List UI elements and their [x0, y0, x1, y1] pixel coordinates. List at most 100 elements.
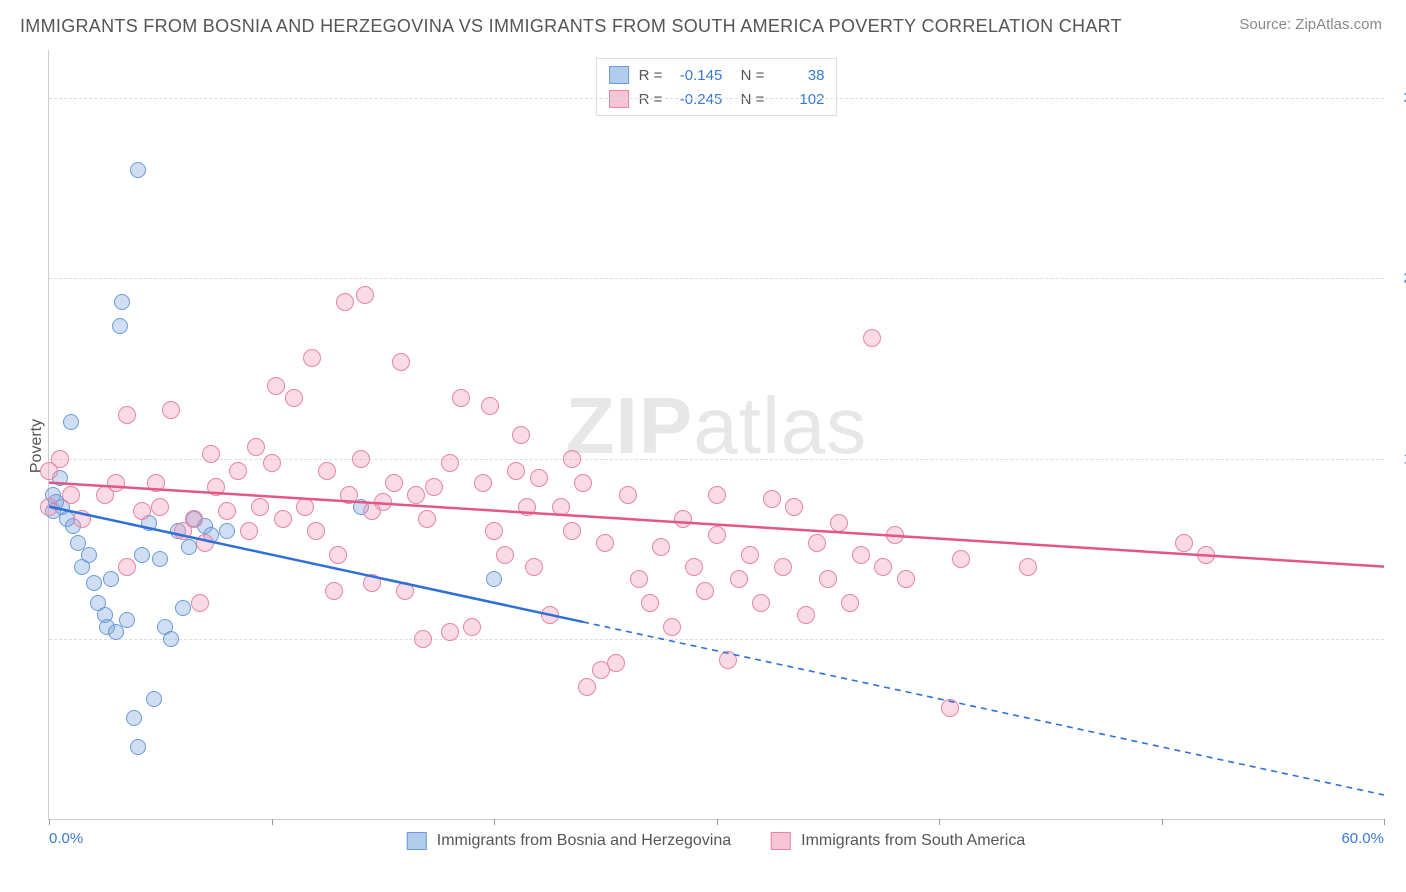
scatter-point-south_america [162, 401, 180, 419]
scatter-point-south_america [819, 570, 837, 588]
scatter-point-south_america [941, 699, 959, 717]
scatter-point-south_america [363, 574, 381, 592]
scatter-point-south_america [263, 454, 281, 472]
scatter-point-south_america [1197, 546, 1215, 564]
scatter-point-south_america [229, 462, 247, 480]
scatter-point-south_america [73, 510, 91, 528]
x-tick-label: 0.0% [49, 830, 83, 847]
scatter-point-south_america [202, 445, 220, 463]
legend-item-bosnia: Immigrants from Bosnia and Herzegovina [407, 832, 731, 850]
gridline [49, 278, 1384, 279]
scatter-point-south_america [396, 582, 414, 600]
scatter-point-south_america [251, 498, 269, 516]
scatter-point-south_america [874, 558, 892, 576]
legend-label-bosnia: Immigrants from Bosnia and Herzegovina [437, 832, 731, 850]
scatter-point-south_america [51, 450, 69, 468]
scatter-point-south_america [563, 522, 581, 540]
scatter-point-south_america [62, 486, 80, 504]
scatter-point-south_america [336, 293, 354, 311]
scatter-point-south_america [463, 618, 481, 636]
scatter-point-south_america [418, 510, 436, 528]
scatter-point-south_america [830, 514, 848, 532]
scatter-point-bosnia [103, 571, 119, 587]
scatter-point-south_america [685, 558, 703, 576]
scatter-point-south_america [356, 286, 374, 304]
scatter-point-south_america [774, 558, 792, 576]
scatter-point-south_america [452, 389, 470, 407]
scatter-point-south_america [274, 510, 292, 528]
scatter-point-south_america [307, 522, 325, 540]
scatter-point-south_america [196, 534, 214, 552]
scatter-point-south_america [1175, 534, 1193, 552]
scatter-point-bosnia [152, 551, 168, 567]
scatter-point-bosnia [130, 162, 146, 178]
source-value: ZipAtlas.com [1295, 16, 1382, 33]
scatter-point-south_america [267, 377, 285, 395]
scatter-point-south_america [518, 498, 536, 516]
scatter-point-south_america [507, 462, 525, 480]
correlation-legend: R = -0.145 N = 38 R = -0.245 N = 102 [596, 58, 838, 116]
scatter-point-south_america [151, 498, 169, 516]
watermark: ZIPatlas [566, 379, 867, 471]
scatter-point-south_america [207, 478, 225, 496]
scatter-point-south_america [852, 546, 870, 564]
scatter-point-south_america [185, 510, 203, 528]
scatter-point-south_america [752, 594, 770, 612]
scatter-point-south_america [808, 534, 826, 552]
scatter-point-south_america [285, 389, 303, 407]
scatter-point-south_america [352, 450, 370, 468]
scatter-point-south_america [652, 538, 670, 556]
scatter-point-south_america [952, 550, 970, 568]
source-label: Source: [1239, 16, 1295, 33]
scatter-point-south_america [541, 606, 559, 624]
x-tick [717, 819, 718, 825]
scatter-point-bosnia [134, 547, 150, 563]
scatter-point-bosnia [175, 600, 191, 616]
scatter-point-bosnia [130, 739, 146, 755]
scatter-point-bosnia [163, 631, 179, 647]
scatter-point-bosnia [119, 612, 135, 628]
scatter-point-south_america [329, 546, 347, 564]
x-tick [272, 819, 273, 825]
scatter-point-south_america [719, 651, 737, 669]
gridline [49, 459, 1384, 460]
scatter-point-south_america [481, 397, 499, 415]
scatter-point-south_america [552, 498, 570, 516]
scatter-point-south_america [118, 406, 136, 424]
r-value-bosnia: -0.145 [672, 67, 722, 84]
scatter-point-south_america [696, 582, 714, 600]
scatter-point-south_america [218, 502, 236, 520]
scatter-point-south_america [730, 570, 748, 588]
x-tick [939, 819, 940, 825]
scatter-point-south_america [886, 526, 904, 544]
plot-region: ZIPatlas R = -0.145 N = 38 R = -0.245 N … [48, 50, 1384, 820]
scatter-point-south_america [374, 493, 392, 511]
legend-bottom: Immigrants from Bosnia and Herzegovina I… [407, 832, 1025, 850]
scatter-point-south_america [630, 570, 648, 588]
legend-item-south-america: Immigrants from South America [771, 832, 1025, 850]
scatter-point-south_america [1019, 558, 1037, 576]
n-label: N = [732, 67, 764, 84]
scatter-point-south_america [118, 558, 136, 576]
x-tick [1384, 819, 1385, 825]
x-tick [49, 819, 50, 825]
scatter-point-south_america [863, 329, 881, 347]
scatter-point-south_america [296, 498, 314, 516]
scatter-point-south_america [107, 474, 125, 492]
scatter-point-south_america [425, 478, 443, 496]
source-attribution: Source: ZipAtlas.com [1239, 16, 1382, 33]
swatch-bosnia [407, 832, 427, 850]
scatter-point-bosnia [114, 294, 130, 310]
watermark-prefix: ZIP [566, 380, 693, 469]
scatter-point-south_america [596, 534, 614, 552]
scatter-point-south_america [619, 486, 637, 504]
scatter-point-bosnia [86, 575, 102, 591]
swatch-bosnia [609, 66, 629, 84]
scatter-point-south_america [247, 438, 265, 456]
n-value-bosnia: 38 [774, 67, 824, 84]
scatter-point-south_america [385, 474, 403, 492]
scatter-point-bosnia [126, 710, 142, 726]
scatter-point-south_america [578, 678, 596, 696]
scatter-point-south_america [441, 623, 459, 641]
scatter-point-south_america [708, 526, 726, 544]
